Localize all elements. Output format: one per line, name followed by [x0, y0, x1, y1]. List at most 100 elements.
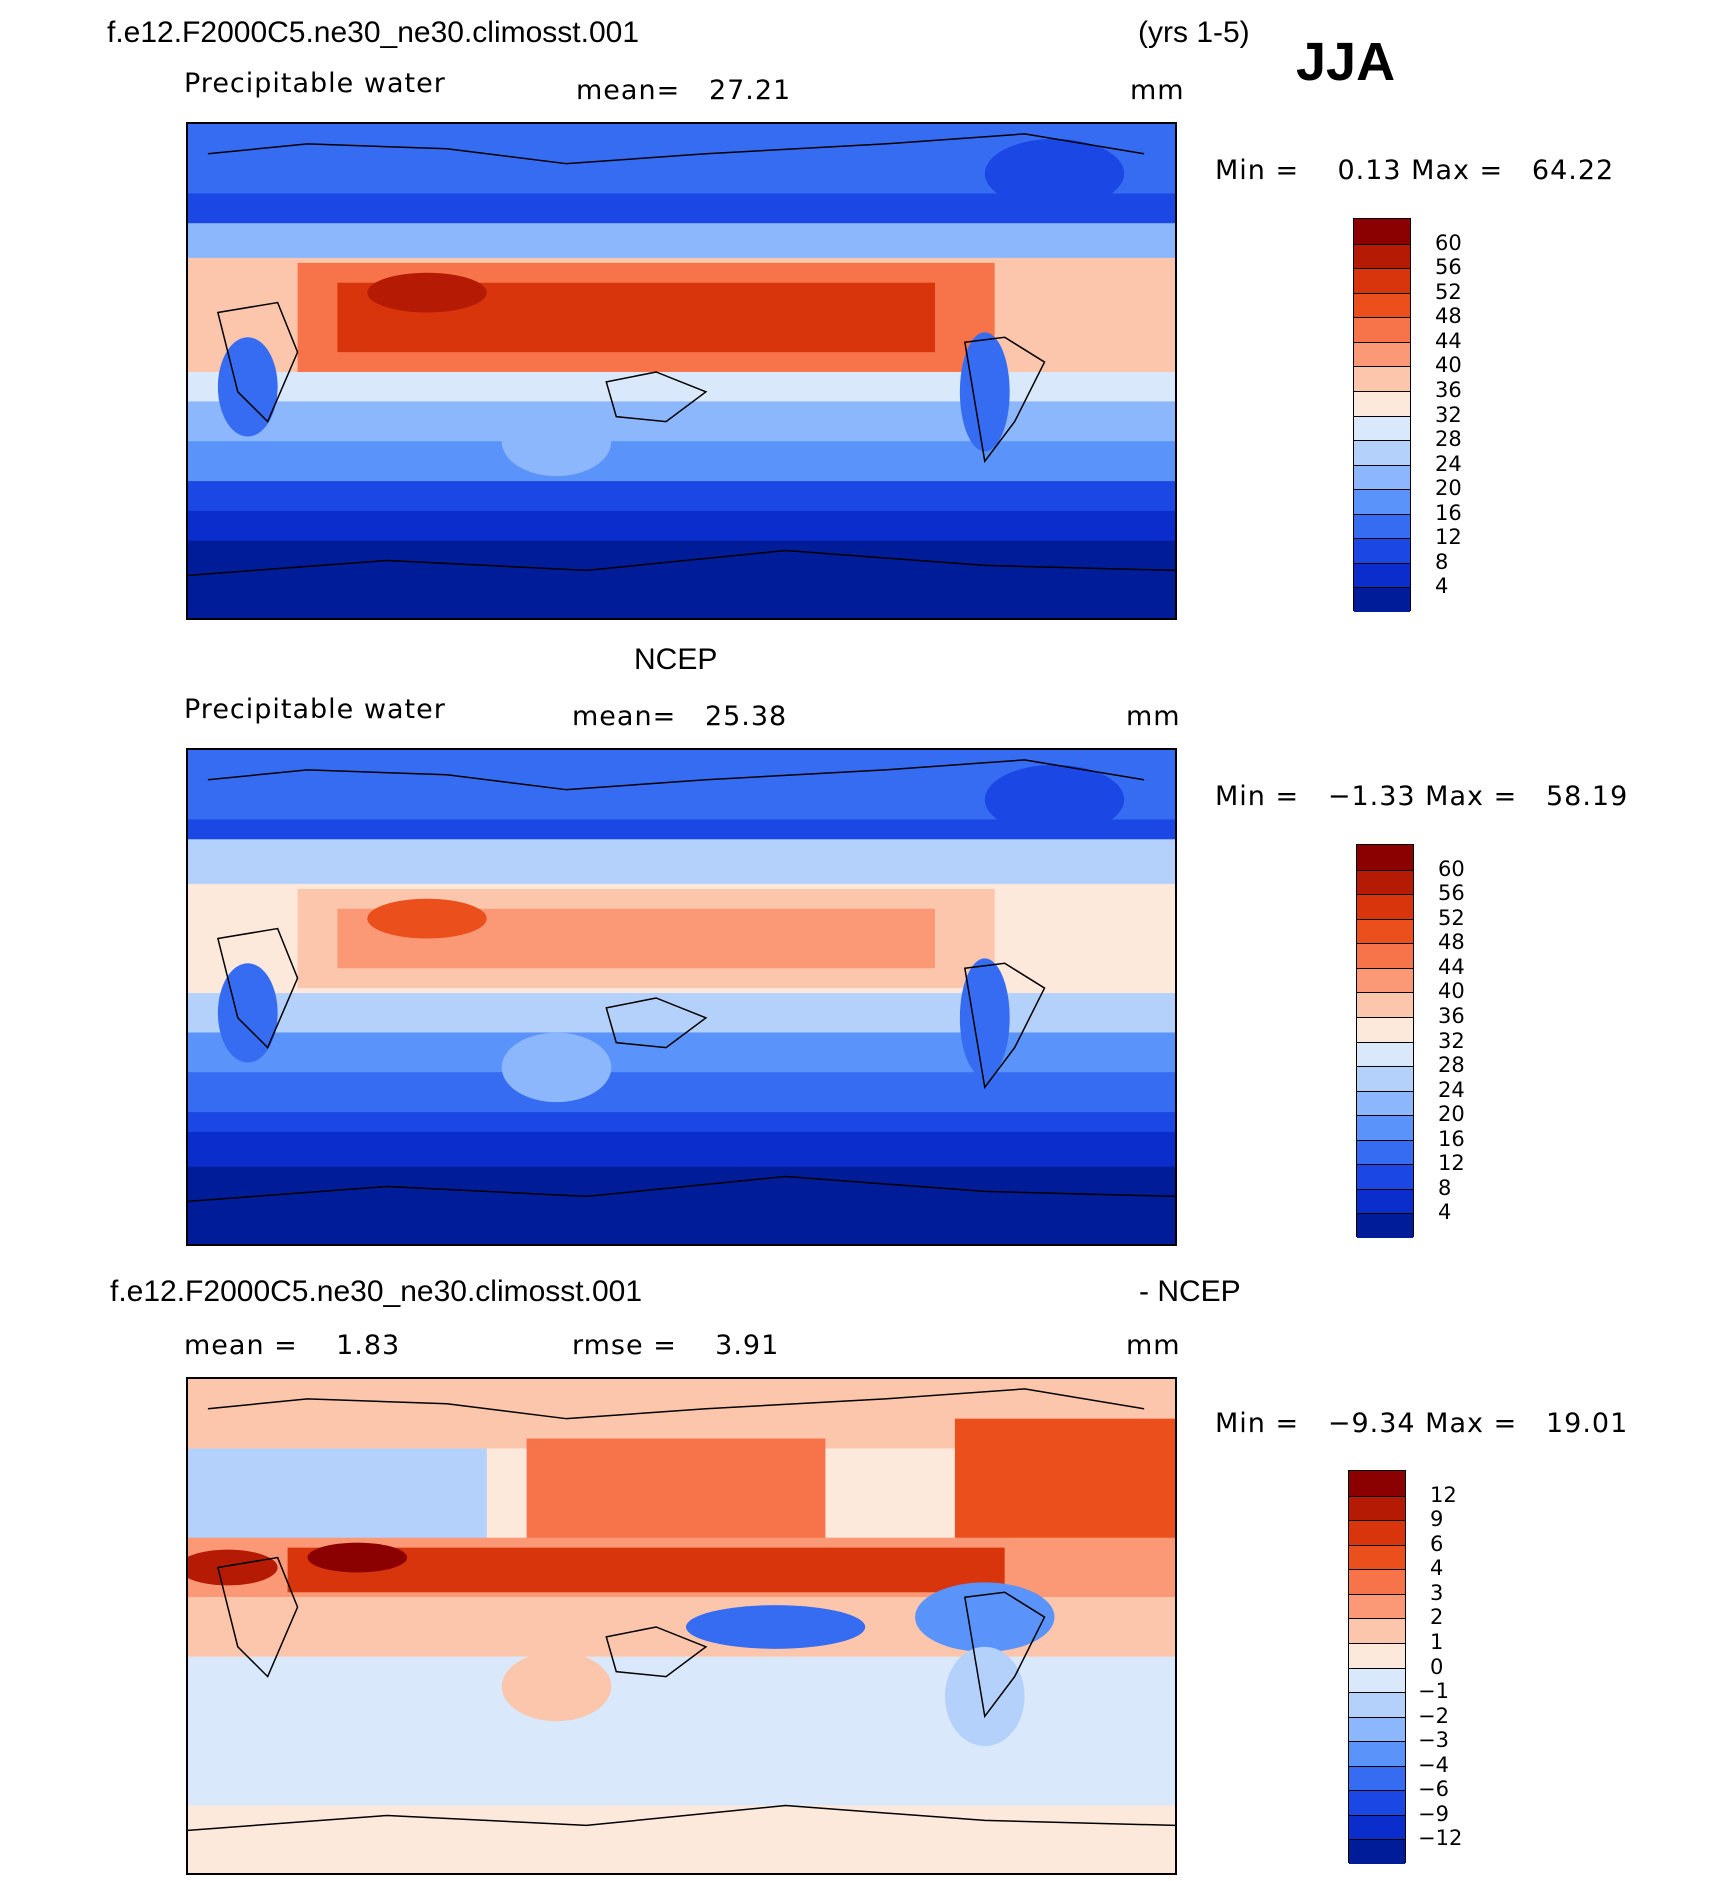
colorbar-swatch [1354, 317, 1410, 342]
colorbar-tick-label: −4 [1418, 1752, 1449, 1777]
colorbar-swatch [1354, 390, 1410, 416]
colorbar-swatch [1357, 992, 1413, 1017]
colorbar-swatch [1349, 1618, 1405, 1643]
colorbar-swatch [1354, 464, 1410, 490]
colorbar-tick-label: 8 [1435, 549, 1449, 574]
colorbar-tick-label: 32 [1438, 1028, 1465, 1053]
panel2-contour-field [188, 750, 1175, 1244]
colorbar-swatch [1354, 489, 1410, 514]
colorbar-tick-label: 52 [1438, 905, 1465, 930]
colorbar-swatch [1357, 943, 1413, 968]
colorbar-swatch [1349, 1495, 1405, 1521]
colorbar-swatch [1357, 869, 1413, 895]
colorbar-swatch [1349, 1790, 1405, 1815]
colorbar-swatch [1357, 918, 1413, 944]
colorbar-swatch [1349, 1544, 1405, 1570]
colorbar-tick-label: −1 [1418, 1679, 1449, 1704]
colorbar-tick-label: 48 [1435, 304, 1462, 329]
colorbar-swatch [1357, 1090, 1413, 1116]
panel3-title-suffix: - NCEP [1139, 1275, 1241, 1308]
colorbar-tick-label: 44 [1438, 954, 1465, 979]
colorbar-tick-label: 24 [1438, 1077, 1465, 1102]
colorbar-tick-label: 4 [1435, 574, 1449, 599]
panel2-title: NCEP [634, 643, 718, 676]
colorbar-tick-label: 16 [1438, 1126, 1465, 1151]
colorbar-swatch [1357, 1016, 1413, 1042]
colorbar-tick-label: 4 [1430, 1556, 1444, 1581]
panel2-minmax-label: Min = −1.33 Max = 58.19 [1215, 781, 1629, 812]
colorbar-tick-label: 52 [1435, 279, 1462, 304]
colorbar-swatch [1357, 1164, 1413, 1189]
panel2-colorbar [1356, 844, 1414, 1238]
season-label: JJA [1296, 32, 1396, 92]
panel2-units-label: mm [1126, 701, 1181, 732]
colorbar-tick-label: 28 [1438, 1053, 1465, 1078]
panel3-title: f.e12.F2000C5.ne30_ne30.climosst.001 [110, 1275, 643, 1308]
colorbar-swatch [1349, 1765, 1405, 1791]
colorbar-swatch [1357, 1188, 1413, 1214]
colorbar-swatch [1354, 366, 1410, 391]
colorbar-swatch [1357, 1213, 1413, 1238]
colorbar-swatch [1357, 845, 1413, 870]
colorbar-tick-label: −9 [1418, 1801, 1449, 1826]
colorbar-swatch [1357, 894, 1413, 919]
colorbar-swatch [1354, 513, 1410, 539]
colorbar-swatch [1354, 268, 1410, 293]
colorbar-swatch [1349, 1667, 1405, 1693]
colorbar-swatch [1357, 967, 1413, 993]
colorbar-swatch [1357, 1066, 1413, 1091]
colorbar-tick-label: 20 [1438, 1102, 1465, 1127]
case-name-title: f.e12.F2000C5.ne30_ne30.climosst.001 [107, 16, 640, 49]
panel1-map [186, 122, 1177, 620]
colorbar-swatch [1354, 538, 1410, 563]
colorbar-tick-label: 2 [1430, 1605, 1444, 1630]
colorbar-tick-label: 6 [1430, 1531, 1444, 1556]
panel1-variable-label: Precipitable water [184, 68, 446, 99]
panel3-rmse-label: rmse = 3.91 [572, 1330, 780, 1361]
colorbar-swatch [1354, 562, 1410, 588]
colorbar-swatch [1349, 1642, 1405, 1668]
colorbar-tick-label: 8 [1438, 1175, 1452, 1200]
colorbar-swatch [1349, 1839, 1405, 1864]
panel3-mean-label: mean = 1.83 [184, 1330, 401, 1361]
colorbar-tick-label: 20 [1435, 476, 1462, 501]
colorbar-tick-label: −12 [1418, 1826, 1463, 1851]
colorbar-tick-label: 12 [1430, 1482, 1457, 1507]
colorbar-tick-label: −6 [1418, 1777, 1449, 1802]
panel1-mean-label: mean= 27.21 [576, 75, 792, 106]
colorbar-tick-label: 36 [1435, 377, 1462, 402]
panel3-colorbar [1348, 1470, 1406, 1864]
colorbar-tick-label: 40 [1435, 353, 1462, 378]
colorbar-tick-label: −2 [1418, 1703, 1449, 1728]
colorbar-tick-label: 12 [1438, 1151, 1465, 1176]
colorbar-tick-label: 60 [1435, 230, 1462, 255]
colorbar-tick-label: 1 [1430, 1629, 1444, 1654]
colorbar-tick-label: 16 [1435, 500, 1462, 525]
colorbar-tick-label: 24 [1435, 451, 1462, 476]
panel2-variable-label: Precipitable water [184, 694, 446, 725]
colorbar-swatch [1349, 1569, 1405, 1594]
colorbar-swatch [1354, 440, 1410, 465]
colorbar-tick-label: 40 [1438, 979, 1465, 1004]
colorbar-tick-label: 12 [1435, 525, 1462, 550]
colorbar-swatch [1354, 243, 1410, 269]
panel3-map [186, 1377, 1177, 1875]
colorbar-tick-label: −3 [1418, 1728, 1449, 1753]
colorbar-swatch [1349, 1741, 1405, 1766]
colorbar-swatch [1349, 1716, 1405, 1742]
colorbar-tick-label: 4 [1438, 1200, 1452, 1225]
colorbar-tick-label: 9 [1430, 1507, 1444, 1532]
colorbar-tick-label: 28 [1435, 427, 1462, 452]
colorbar-swatch [1349, 1692, 1405, 1717]
colorbar-swatch [1349, 1520, 1405, 1545]
colorbar-swatch [1357, 1139, 1413, 1165]
colorbar-tick-label: 36 [1438, 1003, 1465, 1028]
panel1-colorbar [1353, 218, 1411, 612]
colorbar-swatch [1354, 587, 1410, 612]
colorbar-swatch [1357, 1115, 1413, 1140]
panel1-units-label: mm [1130, 75, 1185, 106]
panel3-minmax-label: Min = −9.34 Max = 19.01 [1215, 1408, 1629, 1439]
colorbar-tick-label: 56 [1435, 255, 1462, 280]
panel3-units-label: mm [1126, 1330, 1181, 1361]
colorbar-tick-label: 0 [1430, 1654, 1444, 1679]
